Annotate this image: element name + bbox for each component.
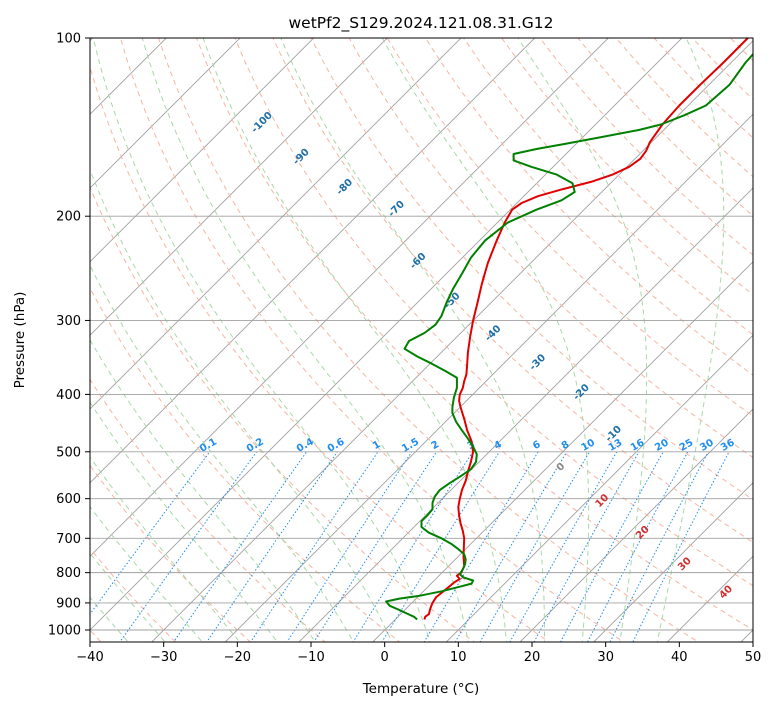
- isotherm-line: [445, 334, 753, 642]
- chart-title: wetPf2_S129.2024.121.08.31.G12: [289, 14, 554, 33]
- moist-adiabat-line: [202, 38, 507, 642]
- dry-adiabat-line: [272, 38, 753, 543]
- isotherm-line: [90, 38, 609, 557]
- plot-frame: [89, 37, 754, 643]
- dry-adiabat-line: [348, 38, 753, 459]
- dry-adiabat-line: [234, 38, 753, 587]
- y-axis-title: Pressure (hPa): [12, 292, 28, 389]
- isotherm-line: [90, 38, 388, 336]
- mixing-ratio-label: 8: [560, 439, 572, 452]
- x-tick-label: −10: [297, 650, 324, 665]
- pressure-grid-lines: [90, 38, 753, 631]
- isotherm-line: [90, 38, 462, 410]
- dewpoint-profile-line: [385, 52, 753, 621]
- temperature-profile-line: [423, 38, 749, 620]
- y-tick-label: 600: [56, 492, 81, 507]
- y-tick-label: 500: [56, 445, 81, 460]
- isotherm-line: [593, 482, 753, 642]
- dry-adiabat-line: [90, 287, 401, 642]
- dry-adiabat-line: [119, 38, 625, 642]
- y-tick-label: 900: [56, 596, 81, 611]
- y-tick-label: 700: [56, 532, 81, 547]
- x-tick-label: −20: [224, 650, 251, 665]
- y-axis: 100 200 300 400 500 600 700 800 900 1000: [48, 32, 90, 639]
- dry-adiabat-line: [90, 65, 550, 642]
- y-tick-label: 100: [56, 32, 81, 47]
- mixing-ratio-label: 4: [492, 439, 504, 452]
- dry-adiabat-line: [386, 38, 753, 417]
- y-tick-label: 1000: [48, 624, 81, 639]
- dry-adiabat-line: [90, 186, 476, 642]
- dry-adiabat-line: [90, 464, 252, 642]
- moist-adiabat-line: [90, 596, 129, 642]
- dry-adiabat-line: [310, 38, 753, 501]
- y-tick-label: 200: [56, 210, 81, 225]
- isotherm-line: [90, 38, 536, 484]
- mixing-ratio-label: 2: [430, 439, 442, 452]
- mixing-ratio-label: 6: [531, 439, 543, 452]
- y-tick-label: 400: [56, 388, 81, 403]
- moist-adiabat-line: [90, 506, 203, 642]
- y-tick-label: 300: [56, 314, 81, 329]
- x-tick-label: 50: [745, 650, 762, 665]
- x-tick-label: 40: [671, 650, 688, 665]
- x-tick-label: 20: [524, 650, 541, 665]
- x-axis: −40 −30 −20 −10 0 10 20 30 40 50: [76, 642, 761, 665]
- isotherm-line: [90, 38, 315, 263]
- x-axis-title: Temperature (°C): [362, 681, 480, 697]
- isotherm-line: [298, 187, 753, 642]
- dry-adiabat-lines: [90, 38, 753, 642]
- x-tick-label: 0: [381, 650, 389, 665]
- isotherm-line: [519, 408, 753, 642]
- profile-lines: [385, 38, 753, 621]
- moist-adiabat-line: [90, 552, 166, 642]
- dry-adiabat-line: [157, 38, 700, 642]
- isotherm-line: [90, 38, 683, 631]
- dry-adiabat-line: [196, 38, 753, 631]
- x-tick-label: −40: [76, 650, 103, 665]
- plot-area: [90, 38, 753, 642]
- x-tick-label: 10: [450, 650, 467, 665]
- isotherm-line: [224, 113, 753, 642]
- isotherm-line: [90, 38, 241, 189]
- y-tick-label: 800: [56, 566, 81, 581]
- moist-adiabat-line: [656, 38, 725, 642]
- dry-adiabat-line: [463, 38, 753, 336]
- isotherm-line: [372, 261, 753, 642]
- x-tick-label: 30: [597, 650, 614, 665]
- x-tick-label: −30: [150, 650, 177, 665]
- mixing-ratio-label: 1: [371, 439, 383, 452]
